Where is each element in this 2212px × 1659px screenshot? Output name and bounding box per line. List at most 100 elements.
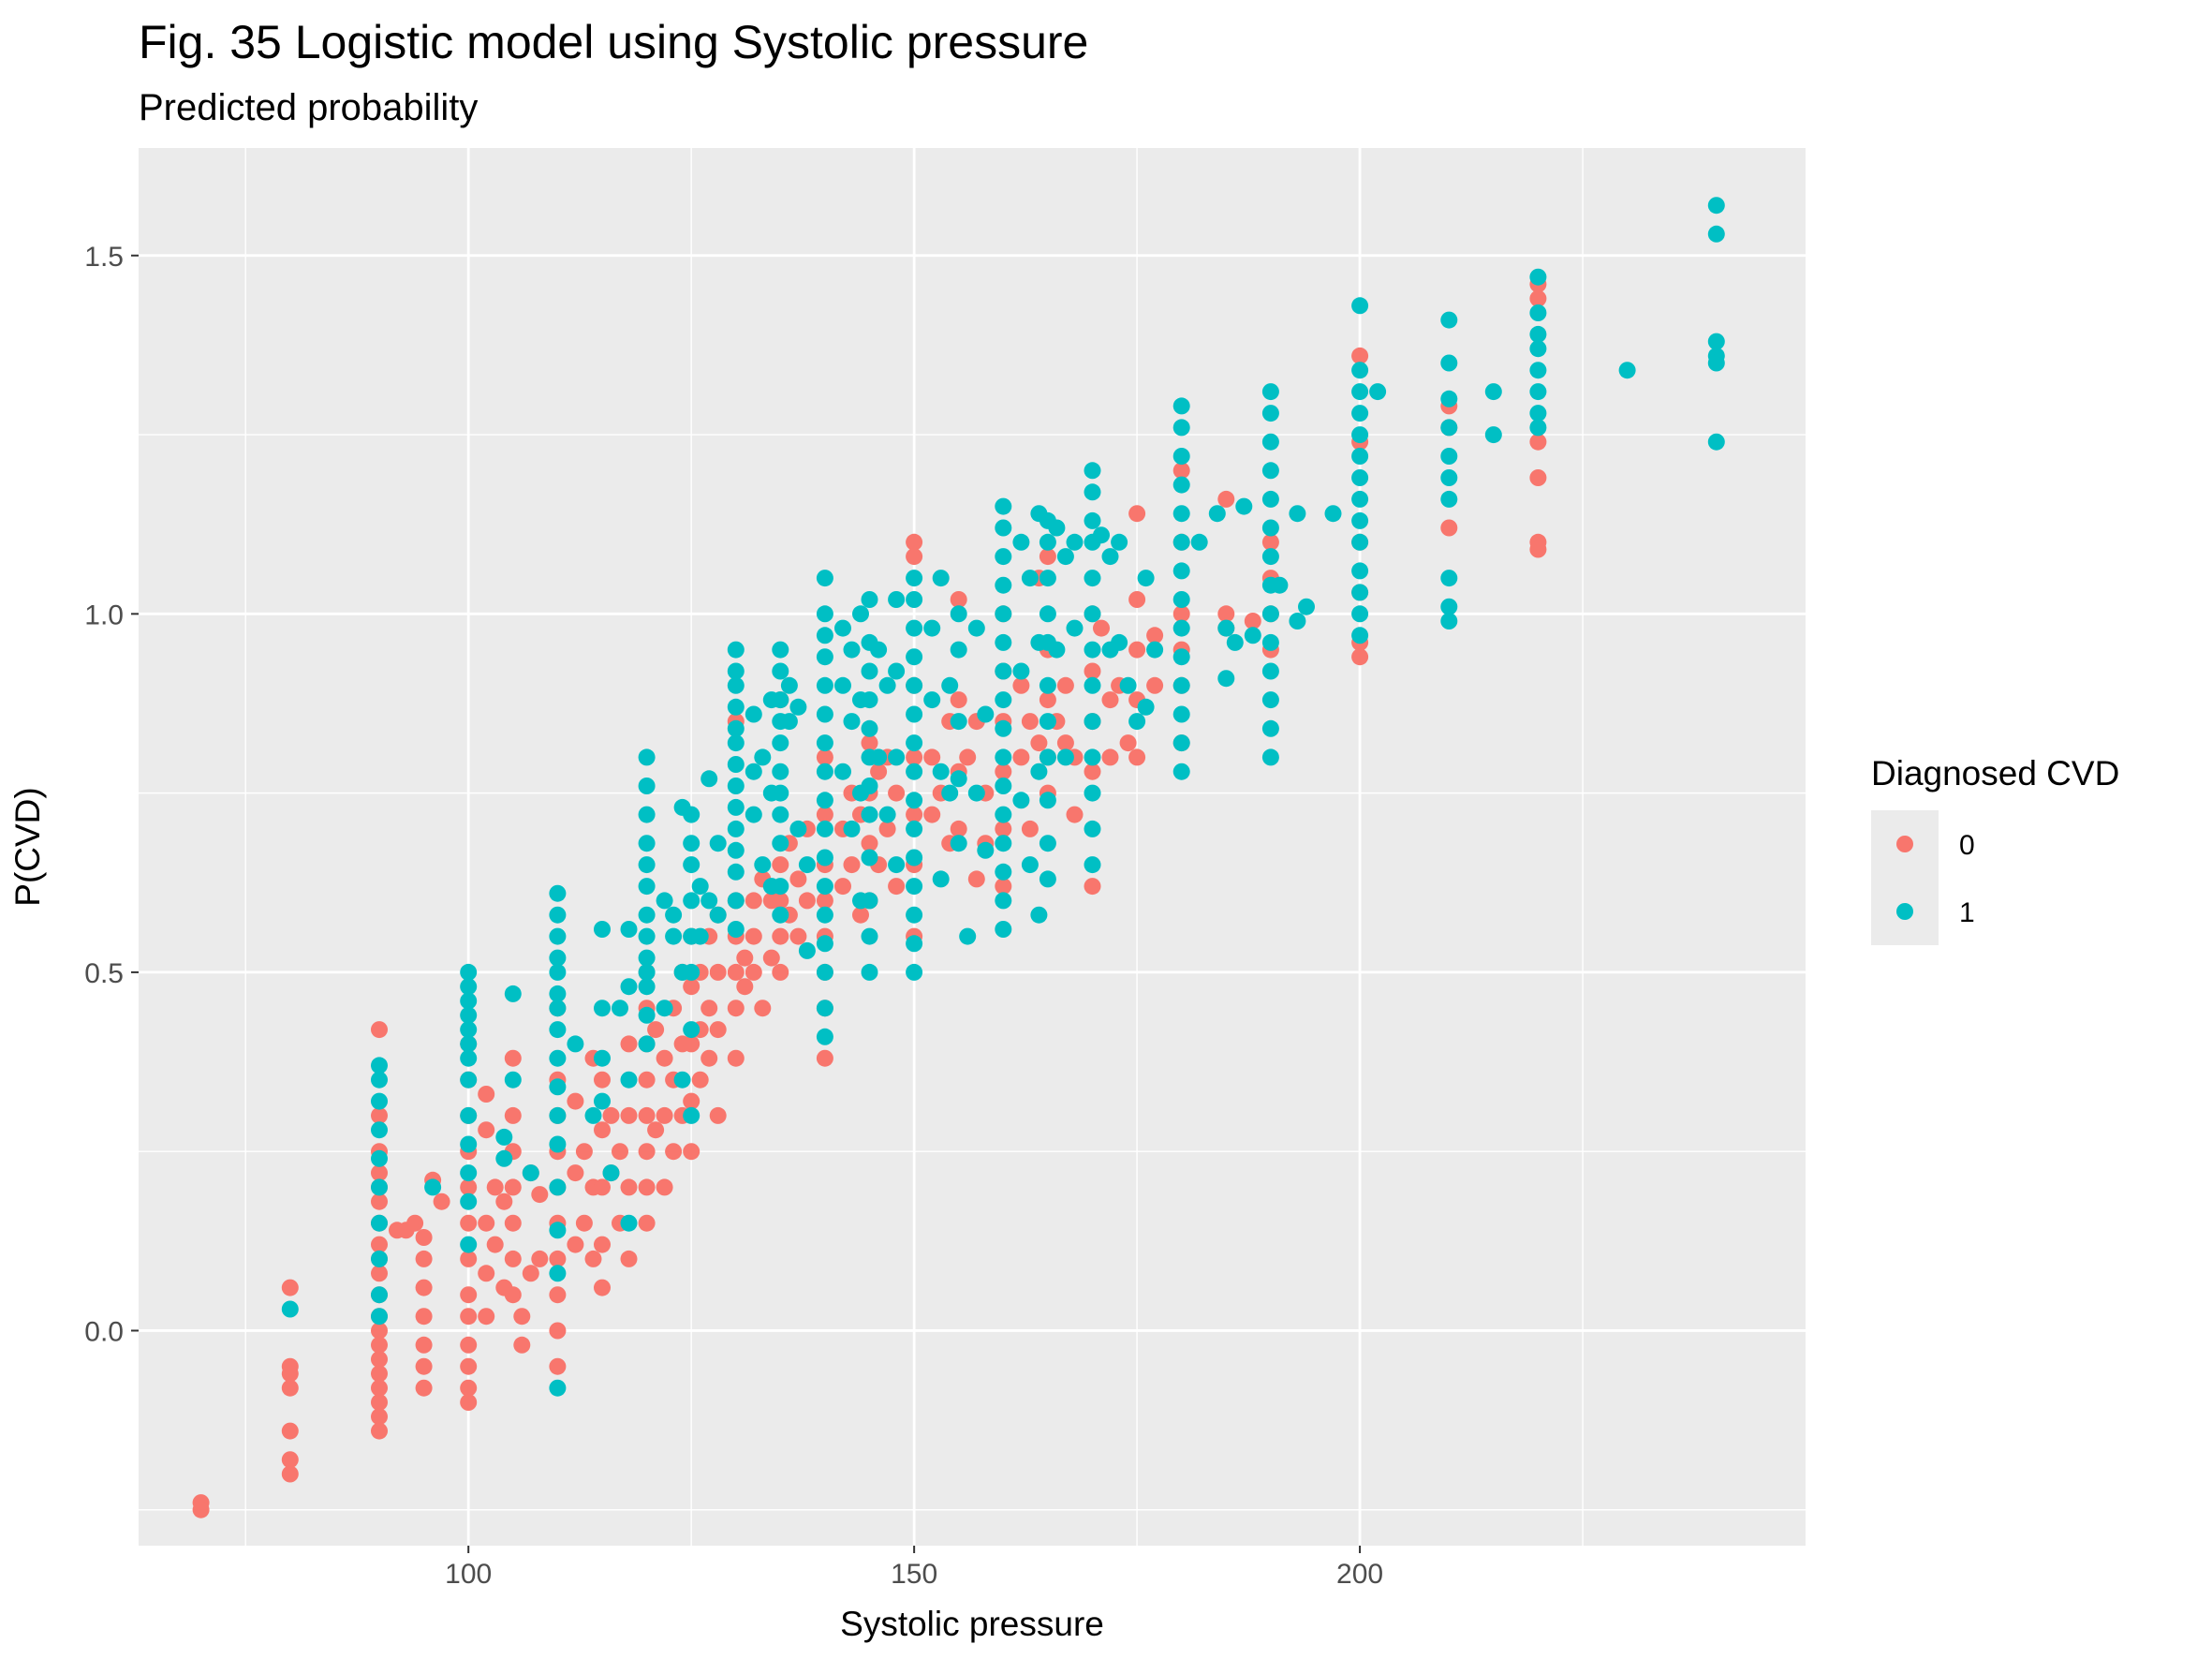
- data-point: [281, 1465, 299, 1483]
- data-point: [1084, 713, 1101, 731]
- data-point: [460, 1021, 478, 1039]
- data-point: [888, 662, 906, 680]
- data-point: [638, 1035, 656, 1053]
- data-point: [1369, 383, 1387, 401]
- y-tick-label: 0.5: [84, 958, 124, 989]
- data-point: [371, 1021, 388, 1039]
- data-point: [816, 676, 833, 694]
- data-point: [415, 1357, 433, 1375]
- data-point: [1244, 627, 1261, 644]
- data-point: [1084, 641, 1101, 659]
- data-point: [1244, 613, 1261, 630]
- data-point: [1056, 734, 1074, 752]
- data-point: [923, 691, 941, 709]
- data-point: [1039, 691, 1056, 709]
- data-point: [906, 748, 923, 766]
- data-point: [888, 748, 906, 766]
- data-point: [567, 1236, 584, 1253]
- data-point: [638, 1214, 656, 1232]
- data-point: [834, 878, 851, 896]
- data-point: [950, 691, 967, 709]
- data-point: [941, 676, 959, 694]
- data-point: [567, 1092, 584, 1110]
- data-point: [1298, 598, 1315, 615]
- data-point: [549, 963, 567, 981]
- data-point: [638, 906, 656, 924]
- data-point: [549, 1049, 567, 1067]
- data-point: [1039, 792, 1056, 809]
- data-point: [923, 748, 941, 766]
- data-point: [950, 713, 967, 731]
- data-point: [1217, 619, 1235, 637]
- data-point: [1012, 748, 1030, 766]
- data-point: [780, 713, 798, 731]
- data-point: [798, 941, 816, 959]
- x-axis-title: Systolic pressure: [840, 1605, 1104, 1643]
- data-point: [816, 963, 833, 981]
- data-point: [1440, 570, 1458, 587]
- data-point: [1440, 354, 1458, 372]
- grid-major: [139, 148, 1806, 1546]
- data-point: [647, 1121, 665, 1139]
- data-point: [950, 605, 967, 623]
- data-point: [602, 1106, 620, 1124]
- data-point: [906, 906, 923, 924]
- data-point: [656, 1000, 673, 1017]
- legend-key-0: [1896, 836, 1913, 852]
- points-layer: [192, 197, 1725, 1518]
- data-point: [1351, 511, 1369, 529]
- legend: Diagnosed CVD 0 1: [1871, 754, 2119, 945]
- x-tick-label: 200: [1336, 1559, 1383, 1590]
- data-point: [995, 806, 1012, 823]
- data-point: [745, 963, 762, 981]
- data-point: [843, 713, 861, 731]
- data-point: [995, 633, 1012, 651]
- data-point: [371, 1336, 388, 1354]
- data-point: [1066, 619, 1084, 637]
- data-point: [995, 691, 1012, 709]
- data-point: [415, 1379, 433, 1397]
- data-point: [1030, 906, 1048, 924]
- y-axis-ticks: 0.0 0.5 1.0 1.5: [84, 242, 139, 1347]
- data-point: [460, 1006, 478, 1024]
- data-point: [594, 921, 611, 938]
- data-point: [888, 856, 906, 874]
- data-point: [798, 892, 816, 910]
- data-point: [1146, 641, 1164, 659]
- data-point: [1128, 748, 1146, 766]
- data-point: [1261, 462, 1279, 480]
- data-point: [1128, 713, 1146, 731]
- data-point: [906, 820, 923, 837]
- data-point: [281, 1422, 299, 1440]
- data-point: [1351, 490, 1369, 508]
- data-point: [1172, 562, 1190, 580]
- data-point: [504, 1049, 522, 1067]
- data-point: [1440, 311, 1458, 329]
- data-point: [1084, 748, 1101, 766]
- data-point: [638, 963, 656, 981]
- data-point: [371, 1322, 388, 1340]
- data-point: [772, 734, 789, 752]
- data-point: [772, 691, 789, 709]
- data-point: [1172, 619, 1190, 637]
- data-point: [1172, 705, 1190, 723]
- data-point: [1484, 426, 1502, 444]
- data-point: [977, 841, 995, 859]
- data-point: [906, 570, 923, 587]
- data-point: [995, 878, 1012, 896]
- data-point: [504, 1106, 522, 1124]
- data-point: [371, 1214, 388, 1232]
- data-point: [460, 1071, 478, 1089]
- data-point: [683, 806, 700, 823]
- data-point: [620, 1071, 638, 1089]
- data-point: [1529, 304, 1547, 321]
- legend-title: Diagnosed CVD: [1871, 754, 2119, 792]
- data-point: [406, 1214, 424, 1232]
- data-point: [478, 1086, 495, 1103]
- data-point: [789, 870, 807, 888]
- data-point: [683, 1035, 700, 1053]
- data-point: [1529, 268, 1547, 286]
- data-point: [1261, 490, 1279, 508]
- data-point: [1351, 533, 1369, 551]
- data-point: [906, 849, 923, 867]
